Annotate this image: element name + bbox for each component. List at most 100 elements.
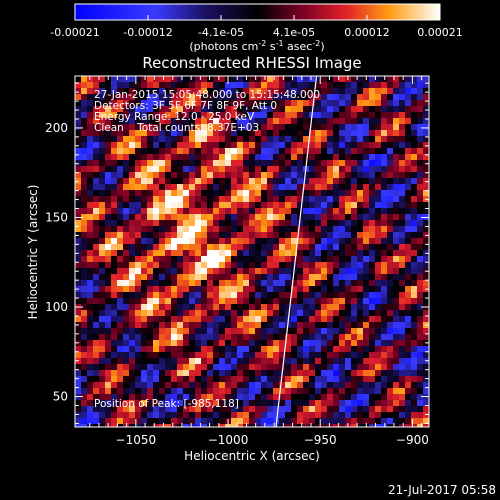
heatmap-pixel [405,418,411,424]
heatmap-pixel [321,286,327,292]
heatmap-pixel [165,148,171,154]
heatmap-pixel [123,352,129,358]
heatmap-pixel [387,328,393,334]
heatmap-pixel [375,196,381,202]
heatmap-pixel [363,244,369,250]
heatmap-pixel [309,214,315,220]
heatmap-pixel [393,358,399,364]
heatmap-pixel [201,226,207,232]
heatmap-pixel [195,364,201,370]
heatmap-pixel [309,424,315,427]
heatmap-pixel [375,178,381,184]
heatmap-pixel [165,232,171,238]
heatmap-pixel [81,172,87,178]
heatmap-pixel [297,292,303,298]
heatmap-pixel [351,226,357,232]
heatmap-pixel [123,280,129,286]
heatmap-pixel [147,202,153,208]
heatmap-pixel [219,352,225,358]
heatmap-pixel [105,214,111,220]
heatmap-pixel [303,148,309,154]
heatmap-pixel [399,346,405,352]
heatmap-pixel [75,106,81,112]
heatmap-pixel [105,148,111,154]
heatmap-pixel [351,370,357,376]
heatmap-pixel [345,202,351,208]
heatmap-pixel [111,118,117,124]
heatmap-pixel [135,196,141,202]
heatmap-pixel [147,262,153,268]
heatmap-pixel [141,268,147,274]
heatmap-pixel [339,376,345,382]
heatmap-pixel [171,106,177,112]
heatmap-pixel [315,418,321,424]
heatmap-pixel [321,106,327,112]
heatmap-pixel [99,76,105,82]
heatmap-pixel [339,196,345,202]
heatmap-pixel [165,370,171,376]
heatmap-pixel [189,232,195,238]
heatmap-pixel [141,298,147,304]
heatmap-pixel [153,88,159,94]
heatmap-pixel [261,118,267,124]
heatmap-pixel [129,124,135,130]
heatmap-pixel [333,322,339,328]
heatmap-pixel [291,184,297,190]
heatmap-pixel [315,412,321,418]
heatmap-pixel [237,388,243,394]
heatmap-pixel [207,148,213,154]
heatmap-pixel [117,364,123,370]
heatmap-pixel [243,226,249,232]
heatmap-pixel [315,364,321,370]
heatmap-pixel [243,148,249,154]
heatmap-pixel [411,226,417,232]
heatmap-pixel [99,214,105,220]
heatmap-pixel [111,370,117,376]
heatmap-pixel [351,316,357,322]
heatmap-pixel [315,88,321,94]
heatmap-pixel [339,160,345,166]
heatmap-pixel [153,76,159,82]
heatmap-pixel [123,334,129,340]
heatmap-pixel [225,274,231,280]
heatmap-pixel [339,214,345,220]
heatmap-pixel [225,220,231,226]
heatmap-pixel [225,400,231,406]
heatmap-pixel [105,352,111,358]
heatmap-pixel [177,184,183,190]
heatmap-pixel [309,172,315,178]
heatmap-pixel [261,250,267,256]
heatmap-pixel [177,142,183,148]
heatmap-pixel [381,364,387,370]
heatmap-pixel [321,274,327,280]
heatmap-pixel [231,94,237,100]
heatmap-pixel [357,94,363,100]
heatmap-pixel [279,184,285,190]
heatmap-pixel [327,298,333,304]
heatmap-pixel [279,250,285,256]
heatmap-pixel [99,142,105,148]
heatmap-pixel [93,298,99,304]
heatmap-pixel [363,286,369,292]
heatmap-pixel [333,292,339,298]
heatmap-pixel [321,310,327,316]
heatmap-pixel [255,274,261,280]
heatmap-pixel [135,304,141,310]
heatmap-pixel [231,406,237,412]
heatmap-pixel [153,412,159,418]
heatmap-pixel [165,424,171,427]
heatmap-pixel [285,136,291,142]
heatmap-pixel [225,82,231,88]
heatmap-pixel [135,346,141,352]
heatmap-pixel [309,76,315,82]
heatmap-pixel [273,226,279,232]
heatmap-pixel [75,172,81,178]
heatmap-pixel [141,346,147,352]
heatmap-pixel [93,280,99,286]
heatmap-pixel [135,130,141,136]
heatmap-pixel [273,82,279,88]
heatmap-pixel [345,388,351,394]
heatmap-pixel [189,358,195,364]
heatmap-pixel [75,256,81,262]
heatmap-pixel [201,256,207,262]
